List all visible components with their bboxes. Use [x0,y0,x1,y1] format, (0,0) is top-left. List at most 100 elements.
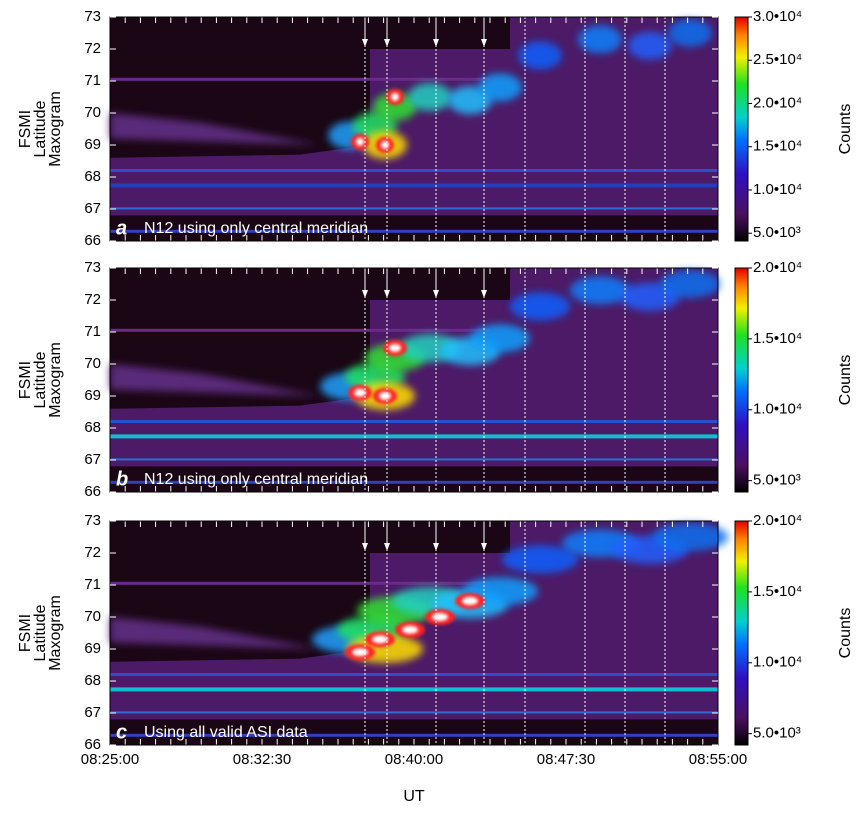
colorbar-tick-label: 5.0•10³ [753,725,801,742]
heatmap-line [110,229,718,233]
colorbar-tick-label: 2.0•10⁴ [753,259,802,276]
y-tick-label: 72 [84,291,101,308]
x-tick-label: 08:40:00 [385,751,443,768]
y-tick-label: 69 [84,387,101,404]
heatmap-diffuse [110,617,320,649]
colorbar-tick-label: 2.0•10⁴ [753,94,802,111]
panel-letter: a [116,217,127,239]
heatmap-core [432,613,448,621]
heatmap-core [402,625,418,634]
colorbar-tick-label: 3.0•10⁴ [753,8,802,25]
x-axis-label: UT [403,788,425,805]
y-tick-label: 70 [84,104,101,121]
heatmap-blob [668,19,712,47]
y-tick-label: 73 [84,512,101,529]
heatmap-line [110,434,718,439]
heatmap-dark-top [370,268,510,300]
x-tick-label: 08:32:30 [233,751,291,768]
y-axis-label: Maxogram [47,91,64,167]
y-tick-label: 71 [84,323,101,340]
heatmap-line [110,458,718,461]
arrow-head [433,543,439,551]
heatmap-core [389,344,401,352]
heatmap-line [110,169,718,172]
heatmap-blob [518,41,562,70]
y-axis-label: Latitude [32,604,49,661]
heatmap-core [381,141,389,149]
x-tick-label: 08:25:00 [81,751,139,768]
y-axis-label: Latitude [32,351,49,408]
arrow-head [481,290,487,298]
arrow-head [362,543,368,551]
heatmap-core [379,392,391,400]
heatmap-line [110,581,490,585]
heatmap-line [110,673,718,676]
colorbar [734,267,749,493]
colorbar [734,520,749,746]
y-tick-label: 69 [84,640,101,657]
heatmap-blob [373,92,417,121]
heatmap-blob [578,25,622,54]
annotation: N12 using only central meridian [144,220,368,237]
colorbar-tick-label: 1.0•10⁴ [753,654,802,671]
y-tick-label: 73 [84,8,101,25]
colorbar-tick-label: 1.5•10⁴ [753,330,802,347]
y-tick-label: 73 [84,259,101,276]
heatmap-blob [628,31,672,60]
y-tick-label: 66 [84,483,101,500]
y-tick-label: 67 [84,200,101,217]
heatmap-line [110,183,718,188]
heatmap-line [110,77,490,81]
heatmap-core [462,597,478,605]
heatmap-blob [502,545,578,574]
heatmap-blob [660,270,720,298]
heatmap-core [352,648,368,657]
plot-frame [109,267,719,493]
y-tick-label: 67 [84,704,101,721]
arrow-head [433,290,439,298]
y-tick-label: 71 [84,72,101,89]
annotation: Using all valid ASI data [144,724,308,741]
heatmap-line [110,207,718,210]
arrow-head [384,543,390,551]
y-tick-label: 66 [84,736,101,753]
y-tick-label: 69 [84,136,101,153]
heatmap-blob [652,523,728,551]
y-tick-label: 68 [84,672,101,689]
panel-letter: b [116,468,128,490]
heatmap-core [354,388,366,397]
heatmap-line [110,687,718,692]
colorbar-tick-label: 1.0•10⁴ [753,181,802,198]
y-tick-label: 70 [84,355,101,372]
heatmap-core [356,137,364,146]
y-tick-label: 68 [84,419,101,436]
y-axis-label: FSMI [17,361,34,399]
x-tick-label: 08:55:00 [689,751,747,768]
colorbar-tick-label: 1.5•10⁴ [753,138,802,155]
arrow-head [433,39,439,47]
panel-letter: c [116,721,127,743]
heatmap-dark-top [370,17,510,49]
colorbar-tick-label: 2.0•10⁴ [753,512,802,529]
arrow-head [362,39,368,47]
y-tick-label: 72 [84,40,101,57]
y-axis-label: Maxogram [47,595,64,671]
colorbar-tick-label: 5.0•10³ [753,224,801,241]
arrow-head [384,290,390,298]
colorbar-tick-label: 1.0•10⁴ [753,401,802,418]
heatmap-diffuse [110,364,320,396]
colorbar-tick-label: 5.0•10³ [753,472,801,489]
heatmap-blob [470,324,530,353]
heatmap-core [391,93,399,101]
arrow-head [362,290,368,298]
heatmap-line [110,328,490,332]
y-tick-label: 72 [84,544,101,561]
colorbar-label: Counts [837,355,854,406]
arrow-head [481,39,487,47]
y-tick-label: 71 [84,576,101,593]
y-tick-label: 66 [84,232,101,249]
